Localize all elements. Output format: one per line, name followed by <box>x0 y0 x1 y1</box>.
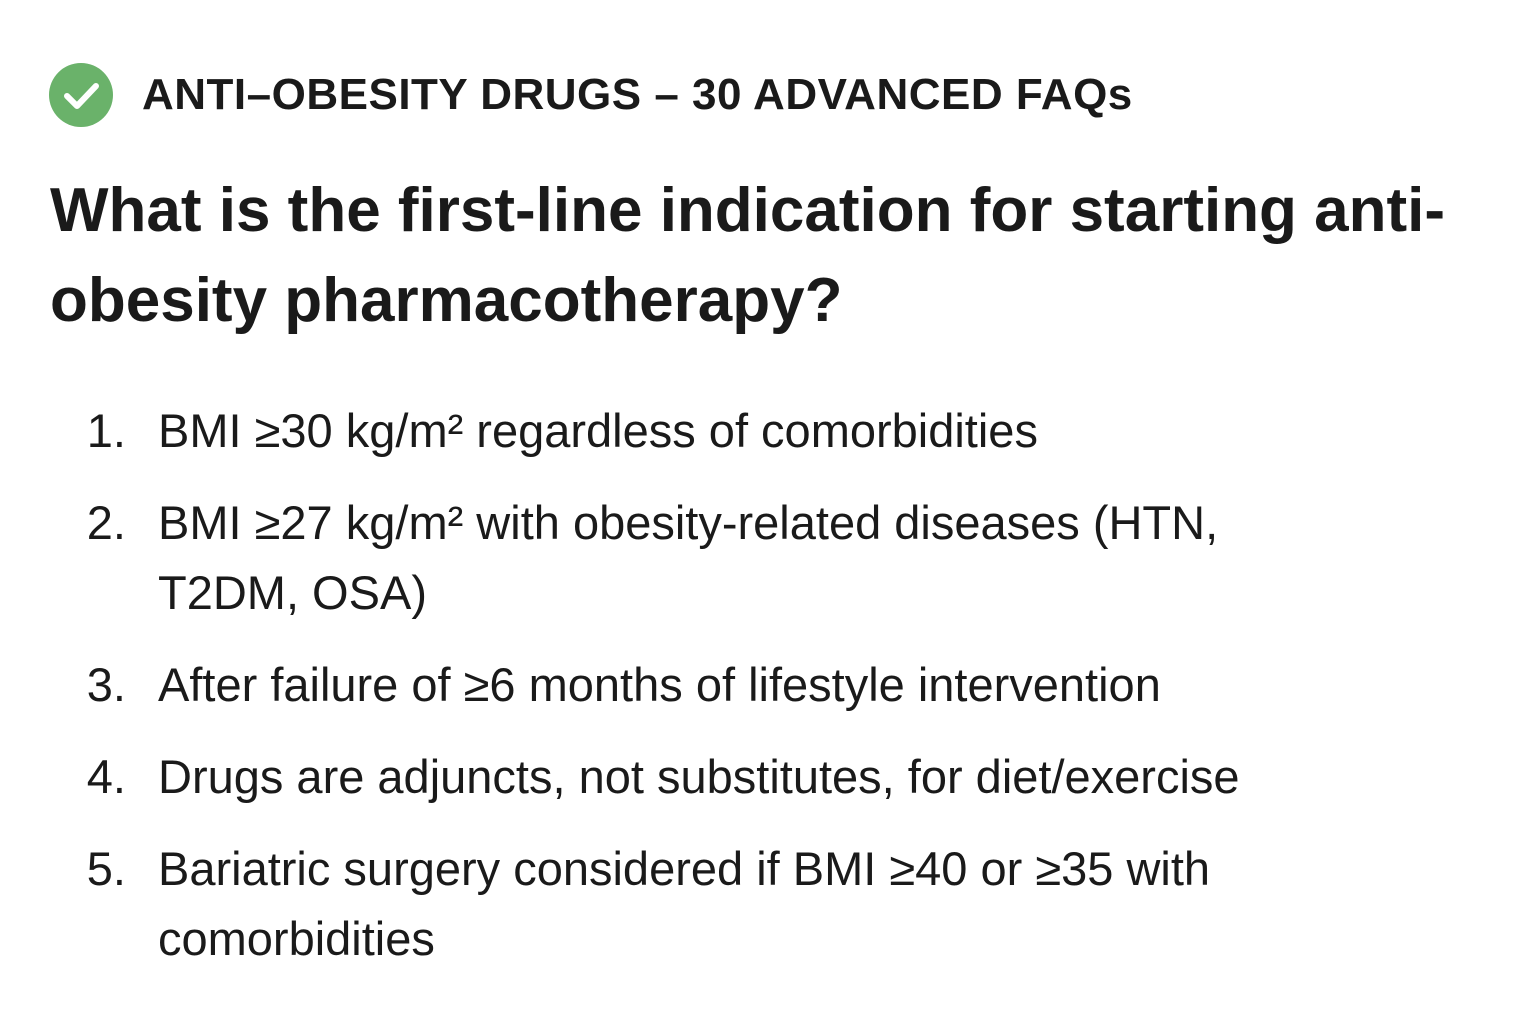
item-text: Drugs are adjuncts, not substitutes, for… <box>158 750 1240 803</box>
item-text: Bariatric surgery considered if BMI ≥40 … <box>158 842 1211 965</box>
check-icon <box>49 63 113 127</box>
item-number: 4. <box>86 750 126 803</box>
list-item: 4. Drugs are adjuncts, not substitutes, f… <box>60 742 1460 812</box>
item-text: BMI ≥27 kg/m² with obesity-related disea… <box>158 496 1219 619</box>
item-number: 2. <box>86 496 126 549</box>
header: ANTI–OBESITY DRUGS – 30 ADVANCED FAQs <box>48 62 1133 128</box>
answer-list: 1. BMI ≥30 kg/m² regardless of comorbidit… <box>60 396 1460 996</box>
list-item: 5. Bariatric surgery considered if BMI ≥4… <box>60 834 1460 974</box>
question: What is the first-line indication for st… <box>50 176 1446 335</box>
item-text: After failure of ≥6 months of lifestyle … <box>158 658 1161 711</box>
item-number: 3. <box>86 658 126 711</box>
list-item: 2. BMI ≥27 kg/m² with obesity-related dis… <box>60 488 1460 628</box>
item-number: 1. <box>86 404 126 457</box>
item-number: 5. <box>86 842 126 895</box>
item-text: BMI ≥30 kg/m² regardless of comorbiditie… <box>158 404 1038 457</box>
list-item: 3. After failure of ≥6 months of lifestyl… <box>60 650 1460 720</box>
list-item: 1. BMI ≥30 kg/m² regardless of comorbidit… <box>60 396 1460 466</box>
header-title: ANTI–OBESITY DRUGS – 30 ADVANCED FAQs <box>142 70 1133 119</box>
